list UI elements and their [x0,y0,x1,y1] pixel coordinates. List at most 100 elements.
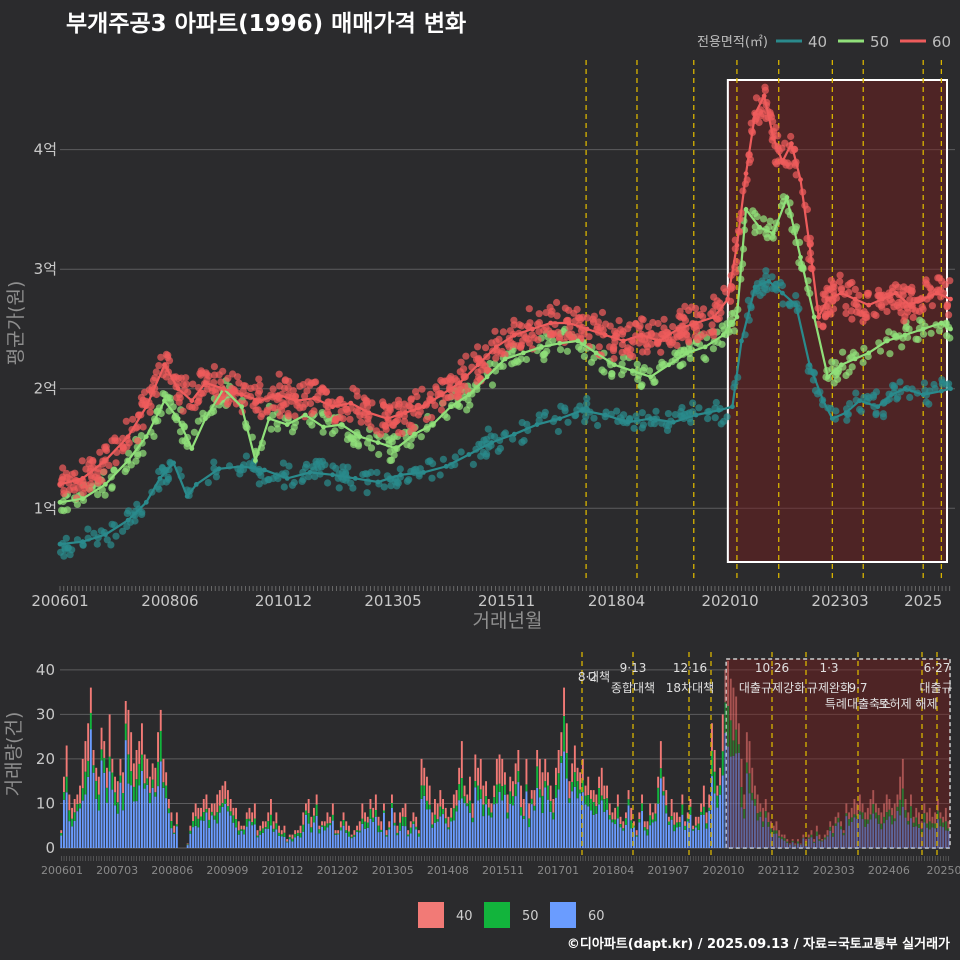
volume-bar-50 [899,799,902,816]
volume-bar-40 [348,825,350,832]
price-line-marker-50 [393,446,399,451]
volume-bar-50 [901,788,904,807]
price-point-60 [827,276,835,284]
volume-bar-50 [533,805,536,811]
price-line-marker-60 [693,320,699,326]
volume-bar-40 [213,803,216,816]
price-point-40 [582,413,590,421]
volume-bar-40 [810,830,813,835]
volume-bar-40 [649,803,652,816]
volume-bar-40 [439,790,442,807]
volume-bar-60 [331,820,334,848]
volume-bar-40 [202,799,205,812]
price-line-marker-40 [239,464,245,469]
price-point-50 [618,371,626,379]
volume-bar-40 [694,816,697,826]
price-point-40 [864,392,872,401]
volume-bar-50 [339,827,342,831]
volume-bar-40 [885,794,888,812]
price-line-marker-50 [575,338,581,344]
price-point-50 [347,433,355,441]
volume-bar-60 [202,820,205,848]
volume-bar-60 [318,833,321,848]
volume-bar-40 [845,803,848,814]
price-point-60 [928,302,937,310]
price-point-60 [510,316,518,324]
price-point-40 [561,407,569,415]
volume-annotation-label: 대출규제강화 [739,681,805,695]
volume-bar-50 [603,799,606,812]
price-point-60 [308,379,316,387]
volume-bar-60 [436,821,439,848]
volume-annotation-label: 규제완화 [807,681,851,695]
price-line-marker-60 [780,159,785,165]
volume-bar-60 [305,814,307,848]
volume-bar-40 [702,785,705,807]
price-point-60 [934,274,942,282]
price-point-50 [886,350,894,358]
volume-bar-50 [256,835,259,838]
volume-bar-40 [116,781,119,803]
price-point-40 [583,400,591,408]
price-point-60 [822,310,830,319]
volume-bar-50 [600,795,603,801]
volume-bar-60 [842,835,845,848]
volume-bar-50 [888,809,891,817]
volume-bar-60 [232,822,235,848]
price-x-tick-label: 201804 [588,592,645,610]
price-point-60 [682,330,690,338]
volume-y-tick-label: 0 [45,839,55,857]
volume-bar-60 [608,819,611,848]
price-line-marker-60 [761,93,767,99]
volume-bar-60 [251,825,254,848]
price-point-60 [492,354,500,362]
price-point-60 [474,343,482,351]
price-point-40 [717,420,725,428]
price-point-60 [197,367,205,375]
volume-bar-40 [670,799,673,816]
price-point-40 [93,540,101,548]
price-point-40 [335,484,343,492]
volume-bar-60 [702,814,705,848]
volume-bar-40 [146,758,149,779]
price-line-marker-40 [216,466,222,472]
volume-bar-50 [538,789,541,798]
volume-bar-50 [748,773,751,794]
volume-bar-50 [877,815,880,824]
volume-bar-50 [904,810,907,818]
price-line-marker-50 [484,374,490,380]
price-line-marker-40 [829,416,835,421]
volume-bar-60 [275,829,278,848]
price-point-60 [301,392,309,400]
price-line-marker-50 [125,458,131,463]
price-point-60 [897,309,905,317]
volume-bar-60 [262,832,264,848]
volume-bar-40 [837,812,840,818]
volume-bar-40 [719,767,721,786]
price-point-50 [388,438,396,446]
volume-legend-swatch-50 [484,902,510,928]
price-point-60 [146,408,154,416]
volume-bar-60 [138,785,141,848]
volume-bar-60 [692,830,695,848]
price-point-60 [123,443,131,451]
price-line-marker-50 [757,225,762,230]
price-point-50 [161,391,169,399]
volume-bar-40 [321,821,323,826]
volume-bar-50 [452,808,455,821]
volume-bar-50 [756,813,759,821]
price-point-60 [657,348,665,356]
volume-bar-40 [412,812,415,822]
price-point-60 [836,278,844,286]
price-point-50 [354,442,363,450]
volume-bar-60 [514,796,517,848]
volume-bar-60 [210,815,213,848]
price-point-60 [875,292,883,300]
price-x-tick-label: 202010 [701,592,758,610]
volume-bar-50 [216,812,219,824]
price-point-60 [680,314,688,322]
volume-y-tick-label: 10 [36,794,55,812]
volume-bar-50 [872,804,875,814]
volume-bar-50 [592,802,595,815]
